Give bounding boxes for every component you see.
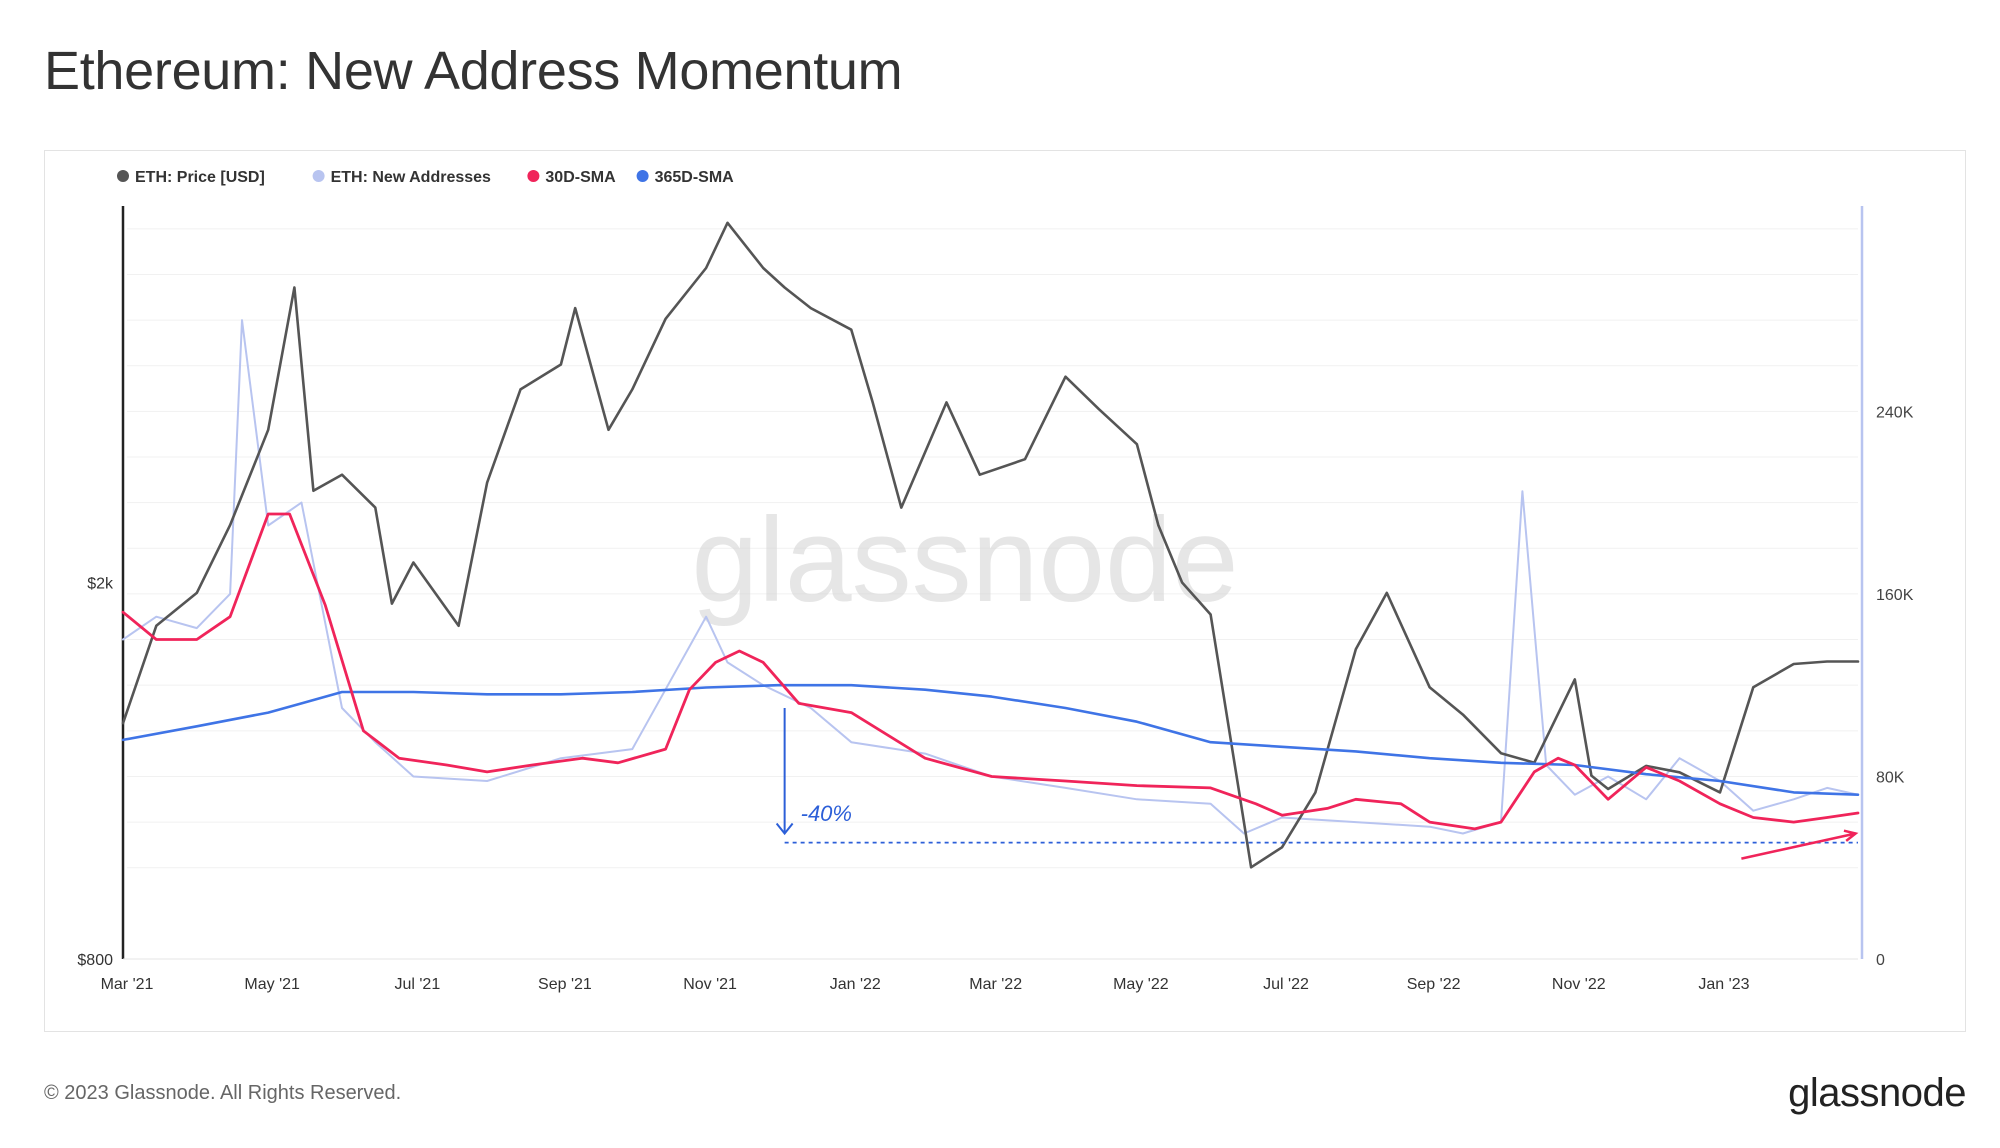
legend-label: ETH: New Addresses <box>331 169 491 186</box>
watermark-text: glassnode <box>691 493 1238 627</box>
grid-lines <box>127 228 1858 869</box>
y-right-tick-label: 0 <box>1876 952 1885 969</box>
sma-365d-series-line <box>121 683 1860 797</box>
y-right-tick-label: 240K <box>1876 404 1914 421</box>
sma-30d-series-line <box>121 512 1860 831</box>
y-right-tick-label: 80K <box>1876 769 1905 786</box>
glassnode-logo[interactable]: glassnode <box>1788 1071 1966 1115</box>
legend: ETH: Price [USD] ETH: New Addresses 30D-SM… <box>117 169 734 186</box>
legend-label: 365D-SMA <box>655 169 735 186</box>
legend-marker <box>312 170 325 182</box>
legend-marker <box>117 170 129 182</box>
x-tick-label: Jan '23 <box>1698 976 1749 993</box>
uptrend-arrow-line <box>1741 832 1856 860</box>
x-tick-label: Mar '21 <box>101 976 154 993</box>
chart-container: ETH: Price [USD] ETH: New Addresses 30D-SM… <box>44 150 1966 1032</box>
x-tick-label: Nov '22 <box>1552 976 1606 993</box>
chart-svg: ETH: Price [USD] ETH: New Addresses 30D-SM… <box>77 169 1913 993</box>
footer-copyright: © 2023 Glassnode. All Rights Reserved. <box>44 1082 402 1104</box>
series-layer <box>121 221 1860 869</box>
x-tick-label: May '21 <box>244 976 300 993</box>
x-tick-label: Nov '21 <box>683 976 737 993</box>
legend-marker <box>636 170 649 182</box>
legend-label: ETH: Price [USD] <box>135 169 265 186</box>
legend-marker <box>527 170 540 182</box>
x-tick-label: Jul '22 <box>1263 976 1309 993</box>
annotations: -40% <box>775 708 1859 860</box>
drawdown-label: -40% <box>801 801 852 826</box>
price-series-line <box>121 221 1860 869</box>
tick-labels: Mar '21 May '21 Jul '21 Sep '21 Nov '21 Jan '… <box>77 404 1913 993</box>
y-left-tick-label: $800 <box>77 952 113 969</box>
drawdown-arrow-head <box>775 822 794 836</box>
y-left-tick-label: $2k <box>87 576 114 593</box>
new-addresses-series-line <box>122 319 1859 835</box>
x-tick-label: Jan '22 <box>830 976 881 993</box>
x-tick-label: May '22 <box>1113 976 1169 993</box>
y-right-tick-label: 160K <box>1876 587 1914 604</box>
uptrend-arrow-head <box>1843 829 1859 842</box>
page-title: Ethereum: New Address Momentum <box>44 41 903 101</box>
x-tick-label: Sep '21 <box>538 976 592 993</box>
legend-label: 30D-SMA <box>545 169 616 186</box>
x-tick-label: Mar '22 <box>969 976 1022 993</box>
axes <box>121 206 1864 960</box>
x-tick-label: Sep '22 <box>1407 976 1461 993</box>
x-tick-label: Jul '21 <box>394 976 440 993</box>
